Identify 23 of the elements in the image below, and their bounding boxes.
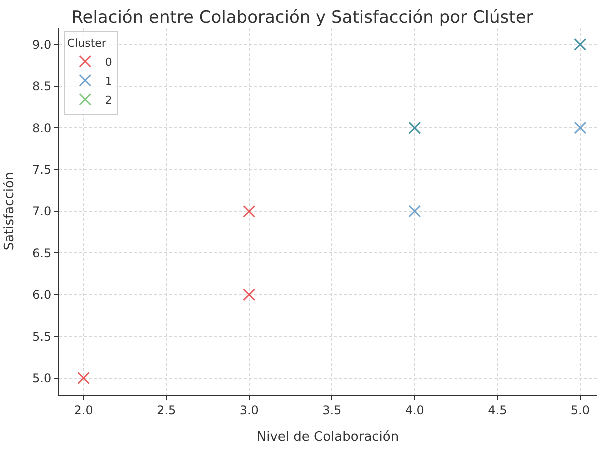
x-tick-label: 2.0 xyxy=(74,403,94,418)
x-axis-title: Nivel de Colaboración xyxy=(256,430,400,445)
y-axis-title: Satisfacción xyxy=(2,172,18,251)
y-tick-label: 8.5 xyxy=(32,80,52,94)
y-tick-label: 7.5 xyxy=(32,163,52,177)
y-tick-label: 6.0 xyxy=(32,288,52,302)
y-tick-label: 9.0 xyxy=(32,38,52,52)
legend-title: Cluster xyxy=(67,36,107,50)
x-tick-label: 3.0 xyxy=(240,403,259,418)
x-tick-label: 3.5 xyxy=(322,403,342,418)
y-tick-label: 5.0 xyxy=(32,372,52,386)
y-tick-label: 7.0 xyxy=(32,204,52,219)
x-tick-label: 2.5 xyxy=(157,403,176,418)
legend-label: 1 xyxy=(105,74,112,88)
x-tick-label: 4.5 xyxy=(488,403,508,418)
y-tick-label: 6.5 xyxy=(32,246,52,260)
y-tick-label: 8.0 xyxy=(32,121,52,136)
x-tick-label: 5.0 xyxy=(570,403,590,418)
y-tick-label: 5.5 xyxy=(32,330,52,344)
legend-label: 0 xyxy=(105,56,112,69)
legend-label: 2 xyxy=(105,94,112,107)
x-tick-label: 4.0 xyxy=(405,403,424,418)
chart-title: Relación entre Colaboración y Satisfacción por Clúster xyxy=(72,8,534,28)
